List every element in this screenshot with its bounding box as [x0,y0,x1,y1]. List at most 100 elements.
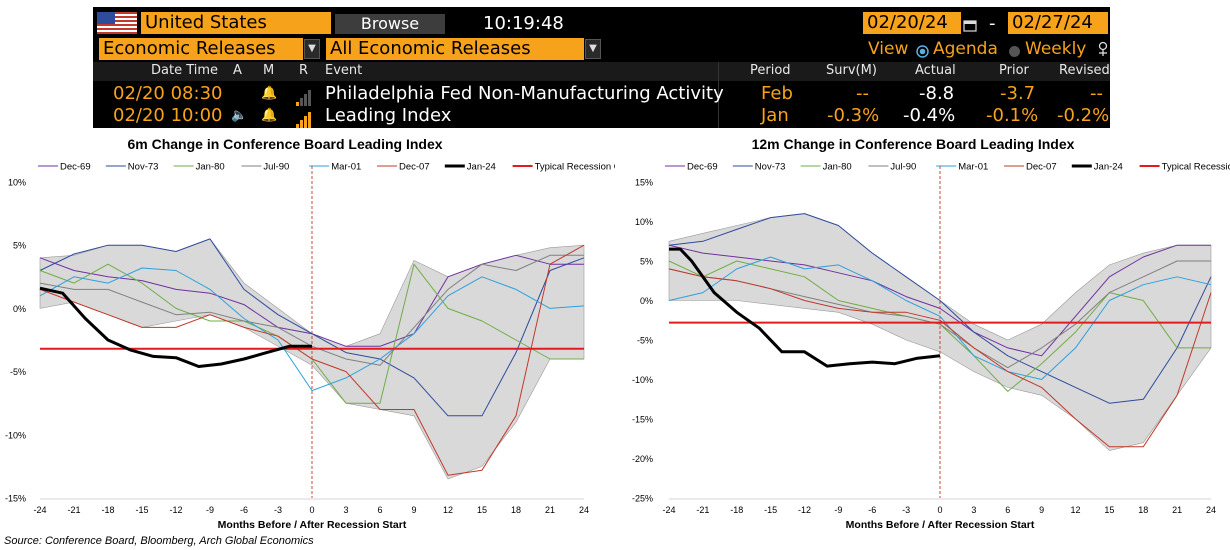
x-tick-label: 0 [309,505,314,515]
x-tick-label: -3 [902,505,910,515]
date-separator: - [989,13,996,34]
x-tick-label: 9 [411,505,416,515]
y-tick-label: 5% [640,257,653,267]
x-tick-label: -21 [696,505,709,515]
x-tick-label: 15 [1104,505,1114,515]
series-line-mar-01 [668,256,1212,380]
clock: 10:19:48 [483,13,564,34]
y-tick-label: -15% [632,415,653,425]
us-flag-icon [97,12,137,34]
legend-label: Jul-90 [263,162,289,173]
calendar-icon[interactable] [963,17,977,32]
weekly-option[interactable]: Weekly [1025,39,1087,59]
series-line-jan-24 [669,247,941,368]
subcategory-dropdown-arrow[interactable]: ▼ [585,39,601,59]
row2-speaker-icon[interactable]: 🔈 [231,108,248,123]
economic-calendar-panel: United States Browse 10:19:48 02/20/24 -… [93,7,1110,128]
x-tick-label: -12 [798,505,811,515]
legend-item-nov-73: Nov-73 [105,162,158,173]
legend-item-typical-recession-onset: Typical Recession Onset [512,162,615,173]
weekly-radio-icon[interactable] [1008,43,1021,57]
date-to-field[interactable]: 02/27/24 [1008,12,1108,34]
legend-label: Jul-90 [890,162,916,173]
x-axis-label: Months Before / After Recession Start [218,519,407,531]
y-tick-label: 5% [13,241,26,251]
row1-period: Feb [761,83,793,104]
x-tick-label: -12 [169,505,182,515]
settings-key-icon[interactable] [1096,41,1110,57]
category-dropdown-arrow[interactable]: ▼ [304,39,320,59]
view-label: View [868,39,909,59]
row2-alert-bell-icon[interactable]: 🔔 [261,108,278,123]
x-tick-label: -9 [206,505,214,515]
table-header [93,62,1110,81]
legend-item-jan-80: Jan-80 [800,162,852,173]
x-axis-label: Months Before / After Recession Start [846,519,1035,531]
x-tick-label: 0 [937,505,942,515]
x-tick-label: 6 [377,505,382,515]
y-tick-label: 10% [635,217,653,227]
col-surv[interactable]: Surv(M) [826,63,877,78]
x-tick-label: -24 [662,505,675,515]
subcategory-dropdown[interactable]: All Economic Releases [326,38,584,60]
series-line-jan-24 [39,286,312,368]
series-line-dec-07 [668,268,1212,448]
col-period[interactable]: Period [750,63,791,78]
row1-event[interactable]: Philadelphia Fed Non-Manufacturing Activ… [325,83,724,104]
chart-title: 6m Change in Conference Board Leading In… [127,136,442,152]
legend-label: Jan-24 [467,162,496,173]
date-from-field[interactable]: 02/20/24 [863,12,961,34]
col-a[interactable]: A [233,63,242,78]
row1-alert-bell-icon[interactable]: 🔔 [261,86,278,101]
chart-title: 12m Change in Conference Board Leading I… [752,136,1075,152]
x-tick-label: 3 [343,505,348,515]
y-tick-label: -20% [632,454,653,464]
col-revised[interactable]: Revised [1059,63,1110,78]
legend-item-dec-69: Dec-69 [38,162,91,173]
x-tick-label: -18 [101,505,114,515]
y-tick-label: 0% [640,296,653,306]
col-actual[interactable]: Actual [915,63,956,78]
row2-datetime: 02/20 10:00 [113,105,223,126]
row2-prior: -0.1% [986,105,1039,126]
legend-item-mar-01: Mar-01 [309,162,361,173]
legend-item-dec-69: Dec-69 [665,162,718,173]
legend-item-dec-07: Dec-07 [377,162,430,173]
legend-item-jul-90: Jul-90 [241,162,289,173]
column-divider [718,62,719,128]
country-field[interactable]: United States [141,12,331,34]
legend-label: Nov-73 [755,162,786,173]
x-tick-label: 15 [477,505,487,515]
col-r[interactable]: R [299,63,309,78]
legend-label: Typical Recession Onset [1162,162,1230,173]
row1-prior: -3.7 [1000,83,1036,104]
browse-button[interactable]: Browse [335,14,445,34]
x-tick-label: 9 [1039,505,1044,515]
agenda-radio-selected-icon[interactable] [916,43,929,58]
x-tick-label: -18 [730,505,743,515]
row1-relevance-icon [296,87,312,106]
x-tick-label: 18 [511,505,521,515]
legend-label: Dec-07 [399,162,430,173]
col-event[interactable]: Event [325,63,363,78]
col-m[interactable]: M [263,63,275,78]
row1-surv: -- [856,83,869,104]
series-line-dec-69 [668,244,1211,357]
x-tick-label: 12 [1070,505,1080,515]
series-line-nov-73 [39,238,585,417]
agenda-option[interactable]: Agenda [933,39,998,59]
row2-period: Jan [761,105,789,126]
x-tick-label: -15 [135,505,148,515]
chart-12m-change: 12m Change in Conference Board Leading I… [632,136,1230,531]
legend-label: Dec-07 [1026,162,1057,173]
y-tick-label: 15% [635,178,653,188]
legend-label: Jan-80 [823,162,852,173]
category-dropdown[interactable]: Economic Releases [99,38,303,60]
legend-label: Mar-01 [331,162,361,173]
legend-label: Typical Recession Onset [535,162,615,173]
row2-event[interactable]: Leading Index [325,105,452,126]
col-datetime[interactable]: Date Time [151,63,219,78]
y-tick-label: 10% [8,178,26,188]
x-tick-label: -21 [67,505,80,515]
col-prior[interactable]: Prior [999,63,1029,78]
